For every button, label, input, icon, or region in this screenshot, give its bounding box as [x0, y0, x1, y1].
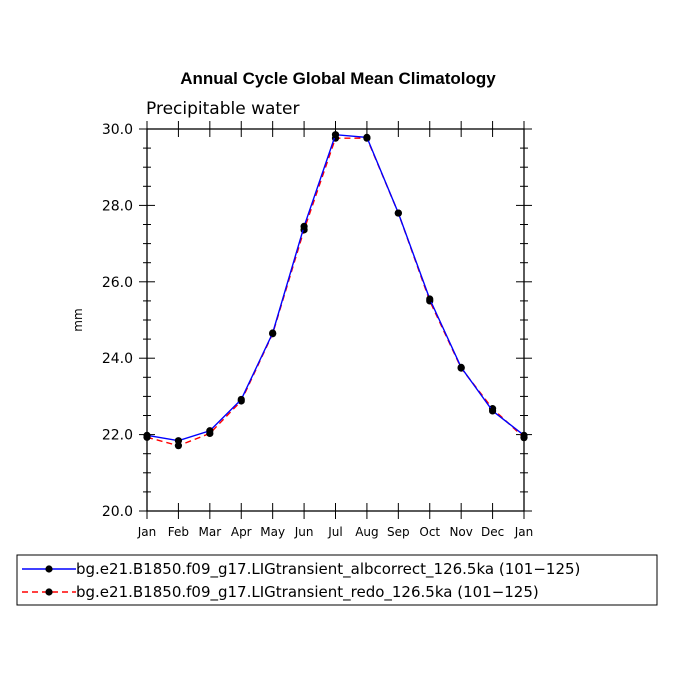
data-point: [488, 407, 497, 415]
legend-marker: [45, 565, 53, 573]
data-point: [206, 427, 214, 435]
axis-ticks: 20.0 22.0 24.0 26.0 28.0 30.0 Jan Feb Mar Apr May J…: [102, 121, 533, 539]
data-point: [426, 295, 434, 303]
data-point: [331, 131, 340, 139]
x-tick-label: Aug: [355, 525, 378, 539]
legend-label: bg.e21.B1850.f09_g17.LIGtransient_redo_1…: [76, 583, 539, 602]
legend-marker: [45, 588, 53, 596]
data-point: [394, 209, 402, 217]
y-tick-label: 20.0: [102, 504, 133, 520]
x-tick-label: Apr: [231, 525, 252, 539]
chart-title: Annual Cycle Global Mean Climatology: [180, 69, 496, 88]
x-tick-label: Oct: [419, 525, 440, 539]
plot-frame: [146, 128, 525, 512]
series-line-1: [146, 137, 525, 447]
data-point: [143, 431, 151, 439]
chart-subtitle: Precipitable water: [146, 99, 300, 119]
data-point: [237, 395, 245, 404]
legend-box: [16, 554, 658, 606]
x-tick-label: Mar: [199, 525, 222, 539]
data-point: [269, 329, 277, 337]
x-tick-label: May: [260, 525, 285, 539]
series-layer: [143, 131, 528, 450]
y-tick-label: 30.0: [102, 122, 133, 138]
y-tick-label: 26.0: [102, 275, 133, 291]
x-tick-label: Jul: [327, 525, 342, 539]
data-point: [300, 222, 308, 231]
y-tick-label: 22.0: [102, 428, 133, 444]
data-point: [174, 442, 183, 450]
data-point: [457, 363, 465, 371]
series-line-0: [146, 133, 525, 442]
x-tick-label: Jan: [514, 525, 534, 539]
legend-label: bg.e21.B1850.f09_g17.LIGtransient_albcor…: [76, 560, 580, 579]
data-point: [363, 133, 371, 142]
x-tick-label: Sep: [387, 525, 410, 539]
x-tick-label: Feb: [168, 525, 189, 539]
x-tick-label: Jun: [294, 525, 314, 539]
y-tick-label: 28.0: [102, 198, 133, 214]
legend: bg.e21.B1850.f09_g17.LIGtransient_albcor…: [22, 560, 580, 602]
x-tick-label: Dec: [481, 525, 504, 539]
y-tick-label: 24.0: [102, 351, 133, 367]
data-point: [520, 431, 528, 439]
x-tick-label: Nov: [449, 525, 472, 539]
y-axis-label: mm: [71, 308, 85, 331]
data-point: [174, 437, 183, 445]
x-tick-label: Jan: [137, 525, 157, 539]
